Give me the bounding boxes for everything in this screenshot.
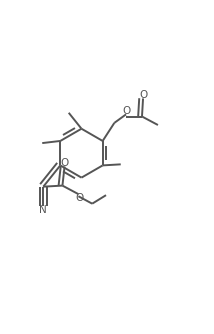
- Text: O: O: [60, 158, 69, 168]
- Text: O: O: [139, 90, 147, 100]
- Text: O: O: [122, 106, 130, 116]
- Text: N: N: [39, 205, 47, 215]
- Text: O: O: [75, 192, 83, 202]
